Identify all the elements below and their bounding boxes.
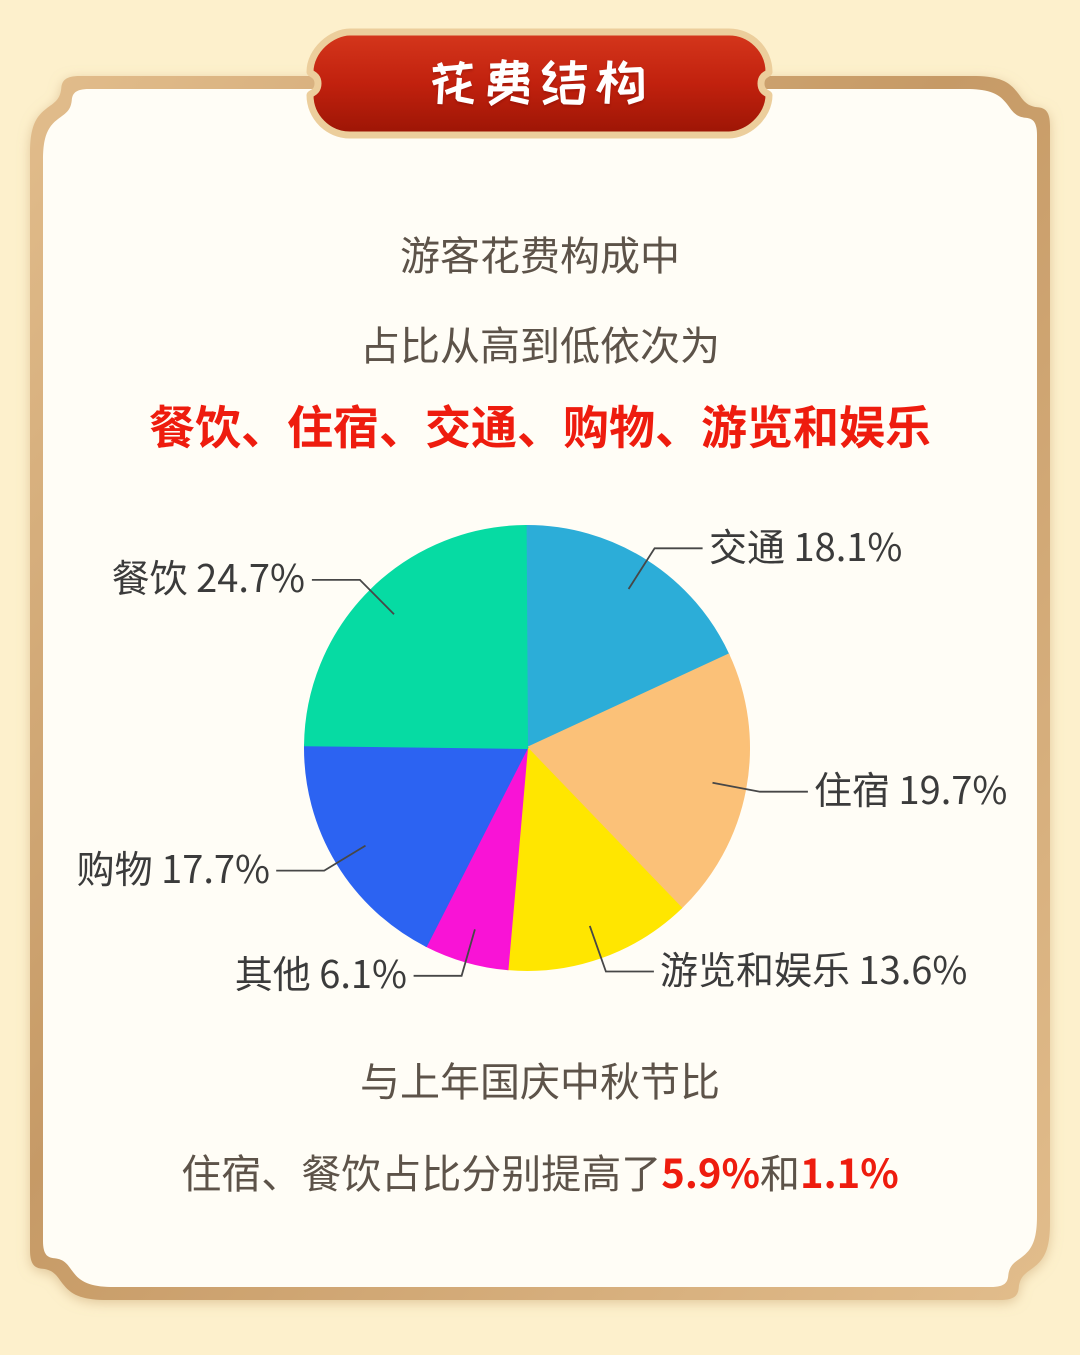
svg-text:餐饮 24.7%: 餐饮 24.7% — [112, 548, 305, 603]
svg-text:购物 17.7%: 购物 17.7% — [77, 839, 270, 894]
svg-text:游览和娱乐 13.6%: 游览和娱乐 13.6% — [660, 940, 967, 995]
svg-text:其他 6.1%: 其他 6.1% — [235, 944, 407, 999]
svg-text:交通 18.1%: 交通 18.1% — [709, 517, 902, 572]
svg-text:住宿 19.7%: 住宿 19.7% — [814, 760, 1007, 815]
